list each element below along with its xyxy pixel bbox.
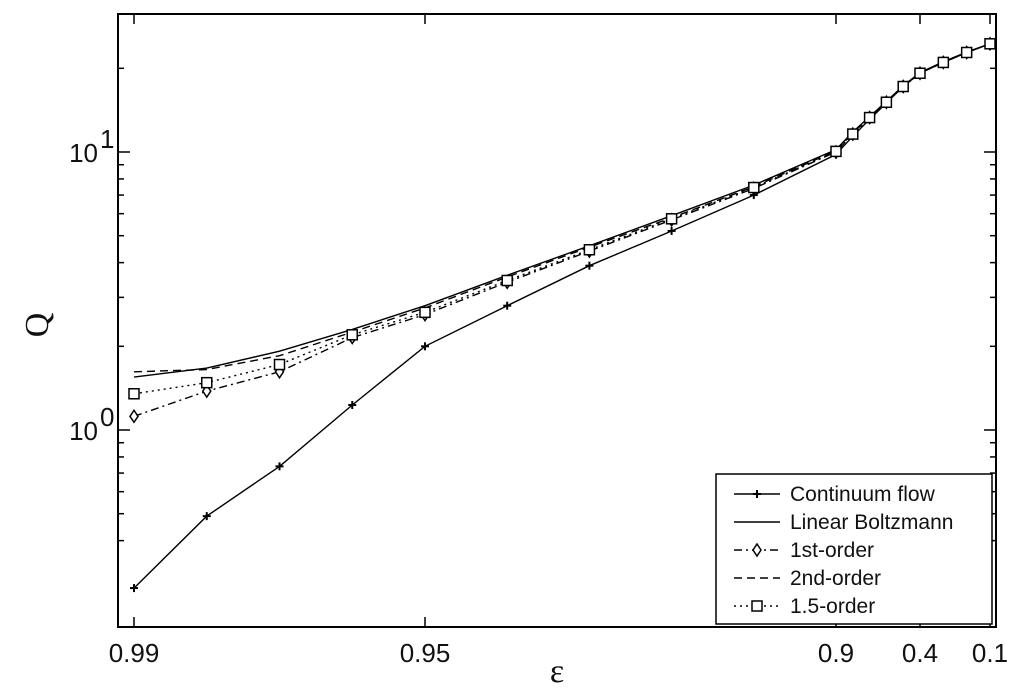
legend-label: Linear Boltzmann: [790, 511, 953, 534]
1-5-order-marker: [665, 213, 678, 225]
legend-1st-order-marker: [752, 542, 762, 558]
1-5-order-marker: [897, 80, 909, 93]
1-5-order-marker: [501, 274, 513, 287]
y-tick-label-exponent: 0: [100, 402, 114, 432]
series-1-5-order: [128, 38, 996, 400]
1-5-order-marker: [201, 376, 213, 389]
legend-1-5-order-marker: [751, 600, 763, 612]
1-5-order-marker: [984, 38, 996, 50]
y-axis-title: Q: [19, 313, 56, 338]
1-5-order-marker: [914, 67, 926, 79]
legend-item-1st-order: 1st-order: [734, 539, 874, 562]
legend-label: Continuum flow: [790, 483, 936, 506]
1-5-order-marker: [830, 145, 842, 158]
legend-label: 1.5-order: [790, 595, 875, 618]
1-5-order-marker: [748, 181, 760, 194]
1-5-order-marker: [960, 46, 973, 59]
series-group: [128, 36, 996, 593]
continuum-flow-marker: [585, 261, 594, 270]
continuum-flow-marker: [503, 301, 512, 310]
continuum-flow-marker: [348, 401, 357, 410]
continuum-flow-marker: [421, 342, 429, 351]
legend-label: 2nd-order: [790, 567, 881, 590]
legend-item-2nd-order: 2nd-order: [734, 567, 881, 590]
legend: Continuum flow Linear Boltzmann 1st-order 2…: [715, 473, 993, 625]
continuum-flow-marker: [667, 226, 676, 235]
y-tick-label-exponent: 1: [100, 124, 114, 154]
continuum-flow-marker: [275, 462, 284, 471]
legend-item-continuum-flow: Continuum flow: [734, 483, 936, 506]
x-axis-title: ε: [550, 653, 564, 690]
y-tick-label: 10: [69, 138, 98, 168]
1-5-order-marker: [847, 128, 859, 140]
1-5-order-marker: [273, 358, 286, 371]
y-tick-label: 10: [69, 416, 98, 446]
1-5-order-marker: [128, 388, 140, 400]
continuum-flow-marker: [202, 512, 211, 521]
legend-box: [715, 473, 993, 625]
1-5-order-marker: [583, 244, 596, 256]
x-tick-label: 0.1: [972, 638, 1008, 668]
1-5-order-marker: [419, 306, 431, 319]
tick-labels: 10 010 10.99 0.95 0.9 0.4 0.1: [69, 124, 1008, 668]
legend-item-1-5-order: 1.5-order: [734, 595, 875, 618]
x-tick-label: 0.95: [400, 638, 451, 668]
legend-label: 1st-order: [790, 539, 874, 562]
x-tick-label: 0.4: [902, 638, 938, 668]
1-5-order-marker: [863, 111, 876, 124]
legend-continuum-flow-marker: [753, 490, 761, 498]
x-tick-label: 0.9: [818, 638, 854, 668]
1st-order-marker: [129, 408, 139, 424]
continuum-flow-marker: [130, 584, 138, 593]
1-5-order-marker: [937, 56, 950, 69]
1-5-order-marker: [346, 329, 358, 341]
x-tick-label: 0.99: [109, 638, 160, 668]
legend-items: Continuum flow Linear Boltzmann 1st-order 2…: [734, 483, 953, 618]
1-5-order-marker: [880, 96, 893, 108]
legend-item-linear-boltzmann: Linear Boltzmann: [734, 511, 953, 534]
